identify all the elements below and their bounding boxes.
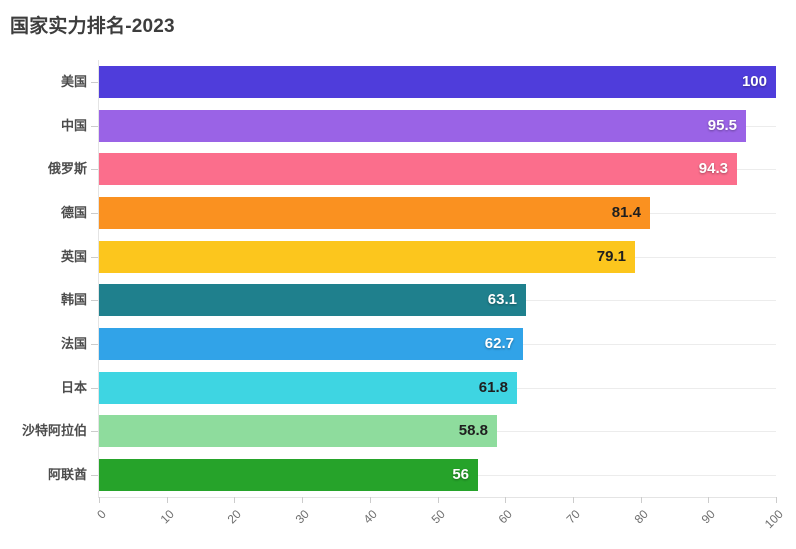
x-axis-tick bbox=[776, 497, 777, 503]
y-axis-tick bbox=[91, 257, 98, 258]
category-label: 美国 bbox=[60, 74, 87, 89]
bar-value-label: 79.1 bbox=[596, 248, 626, 265]
category-label: 阿联酋 bbox=[47, 467, 87, 482]
bar-value-label: 58.8 bbox=[458, 422, 488, 439]
bar[interactable]: 56 bbox=[99, 459, 478, 491]
x-axis-tick-label: 40 bbox=[360, 507, 380, 527]
category-label: 德国 bbox=[60, 205, 87, 220]
bar[interactable]: 79.1 bbox=[99, 241, 635, 273]
y-axis-tick bbox=[91, 169, 98, 170]
y-axis-tick bbox=[91, 300, 98, 301]
plot-area: 美国 100 中国 95.5 俄罗斯 94.3 德国 81.4 英国 79.1 韩国 63.1 法国 62… bbox=[22, 60, 786, 531]
bar[interactable]: 81.4 bbox=[99, 197, 650, 229]
category-label: 日本 bbox=[60, 380, 87, 395]
bar[interactable]: 100 bbox=[99, 66, 776, 98]
category-label: 韩国 bbox=[60, 292, 87, 307]
x-axis-tick-label: 80 bbox=[631, 507, 651, 527]
x-axis-tick-label: 20 bbox=[224, 507, 244, 527]
x-axis-tick-label: 10 bbox=[157, 507, 177, 527]
x-axis-tick bbox=[167, 497, 168, 503]
x-axis-tick bbox=[641, 497, 642, 503]
category-label: 英国 bbox=[60, 249, 87, 264]
bar[interactable]: 58.8 bbox=[99, 415, 497, 447]
bar[interactable]: 62.7 bbox=[99, 328, 523, 360]
x-axis-tick bbox=[438, 497, 439, 503]
bar-value-label: 63.1 bbox=[487, 291, 517, 308]
x-axis-tick bbox=[573, 497, 574, 503]
x-axis-tick bbox=[99, 497, 100, 503]
x-axis-tick bbox=[302, 497, 303, 503]
y-axis-tick bbox=[91, 344, 98, 345]
x-axis-tick bbox=[708, 497, 709, 503]
bar-value-label: 81.4 bbox=[611, 204, 641, 221]
y-axis-tick bbox=[91, 431, 98, 432]
y-axis-tick bbox=[91, 388, 98, 389]
x-axis-tick-label: 30 bbox=[292, 507, 312, 527]
x-axis-tick-label: 100 bbox=[761, 507, 786, 532]
bar[interactable]: 94.3 bbox=[99, 153, 737, 185]
bar[interactable]: 95.5 bbox=[99, 110, 746, 142]
y-axis-tick bbox=[91, 126, 98, 127]
x-axis-tick-label: 60 bbox=[495, 507, 515, 527]
category-label: 俄罗斯 bbox=[47, 161, 87, 176]
x-axis-tick bbox=[505, 497, 506, 503]
bar[interactable]: 63.1 bbox=[99, 284, 526, 316]
x-axis-tick-label: 0 bbox=[94, 507, 109, 522]
bar-value-label: 62.7 bbox=[484, 335, 514, 352]
bar[interactable]: 61.8 bbox=[99, 372, 517, 404]
x-axis-tick bbox=[234, 497, 235, 503]
y-axis-tick bbox=[91, 213, 98, 214]
category-label: 沙特阿拉伯 bbox=[21, 423, 87, 438]
chart-title: 国家实力排名-2023 bbox=[10, 16, 175, 37]
x-axis-tick-label: 50 bbox=[428, 507, 448, 527]
bar-value-label: 95.5 bbox=[707, 117, 737, 134]
category-label: 法国 bbox=[60, 336, 87, 351]
y-axis-tick bbox=[91, 82, 98, 83]
x-axis-tick-label: 90 bbox=[698, 507, 718, 527]
x-axis-tick-label: 70 bbox=[563, 507, 583, 527]
bar-value-label: 94.3 bbox=[698, 160, 728, 177]
bar-value-label: 56 bbox=[452, 466, 469, 483]
y-axis-tick bbox=[91, 475, 98, 476]
bar-value-label: 61.8 bbox=[478, 379, 508, 396]
category-label: 中国 bbox=[60, 118, 87, 133]
x-axis-tick bbox=[370, 497, 371, 503]
bar-value-label: 100 bbox=[741, 73, 767, 90]
